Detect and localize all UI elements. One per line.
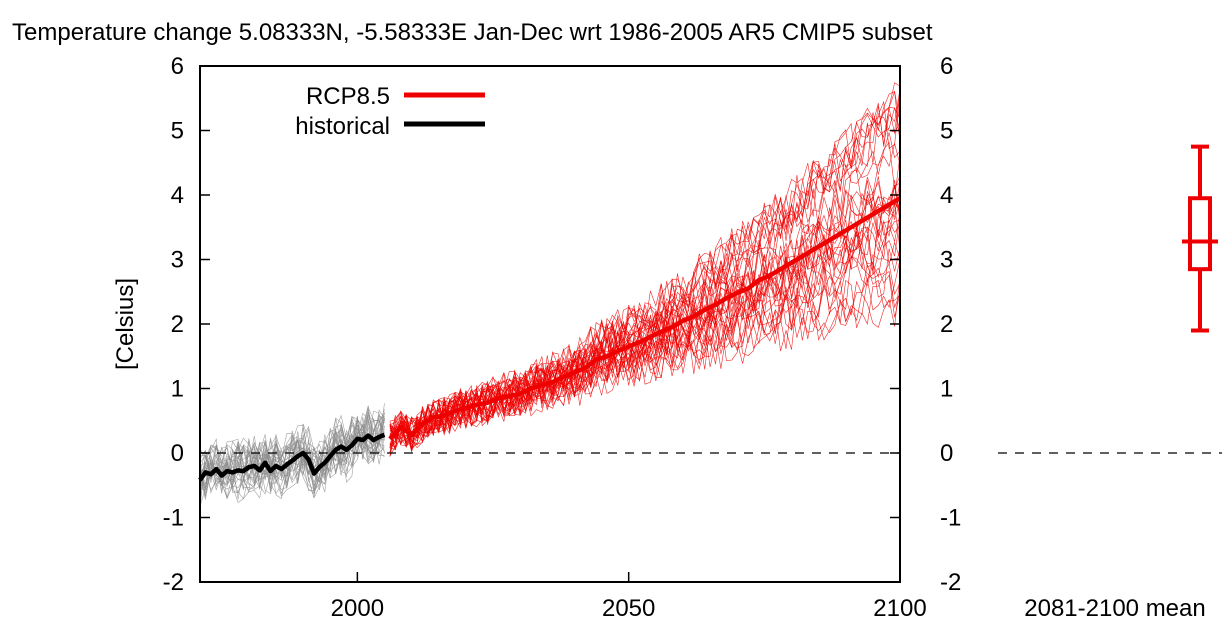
ensemble-member-historical	[199, 410, 385, 494]
series-line-rcp85	[388, 196, 902, 441]
y-axis-label: [Celsius]	[112, 278, 139, 370]
y-tick-label-right: 5	[940, 118, 953, 145]
axis-ticks: -2 -2 -1 -1 0 0 1 1 2 2 3 3 4 4 5 5 6 6 2000 2050 2100	[163, 53, 962, 622]
ensemble-member-rcp85	[389, 264, 901, 451]
y-tick-label-left: 5	[171, 118, 184, 145]
x-tick-label: 2050	[602, 595, 655, 622]
legend-label-historical: historical	[295, 113, 390, 140]
y-tick-label-right: 4	[940, 182, 953, 209]
ensemble-members	[199, 82, 901, 509]
legend: RCP8.5 historical	[295, 83, 485, 140]
ensemble-member-rcp85	[389, 181, 901, 449]
ensemble-member-rcp85	[389, 82, 901, 439]
boxplot-label: 2081-2100 mean	[1024, 595, 1205, 622]
y-tick-label-left: 1	[171, 376, 184, 403]
ensemble-member-historical	[199, 414, 385, 490]
x-tick-label: 2000	[331, 595, 384, 622]
plot-frame	[199, 65, 901, 583]
chart-title: Temperature change 5.08333N, -5.58333E J…	[12, 19, 933, 46]
ensemble-member-rcp85	[389, 107, 901, 449]
y-tick-label-right: 0	[940, 440, 953, 467]
ensemble-member-historical	[199, 413, 385, 489]
y-tick-label-right: -1	[940, 505, 961, 532]
y-tick-label-right: 6	[940, 53, 953, 80]
ensemble-member-rcp85	[389, 259, 901, 436]
series-line-historical	[198, 432, 386, 482]
y-tick-label-right: 2	[940, 311, 953, 338]
ensemble-member-rcp85	[389, 219, 901, 453]
legend-label-rcp85: RCP8.5	[306, 83, 390, 110]
y-tick-label-left: 3	[171, 247, 184, 274]
y-tick-label-left: 0	[171, 440, 184, 467]
y-tick-label-left: 6	[171, 53, 184, 80]
ensemble-member-rcp85	[389, 247, 901, 451]
ensemble-member-rcp85	[389, 91, 901, 440]
ensemble-member-rcp85	[389, 205, 901, 440]
ensemble-member-rcp85	[389, 267, 901, 452]
y-tick-label-left: 2	[171, 311, 184, 338]
y-tick-label-left: 4	[171, 182, 184, 209]
y-tick-label-left: -2	[163, 569, 184, 596]
boxplot-2081-2100	[1182, 144, 1218, 333]
y-tick-label-left: -1	[163, 505, 184, 532]
ensemble-member-rcp85	[389, 141, 901, 451]
y-tick-label-right: 3	[940, 247, 953, 274]
ensemble-member-historical	[199, 415, 385, 487]
ensemble-member-rcp85	[389, 212, 901, 449]
y-tick-label-right: 1	[940, 376, 953, 403]
boxplot-box	[1188, 196, 1212, 272]
x-tick-label: 2100	[873, 595, 926, 622]
y-tick-label-right: -2	[940, 569, 961, 596]
ensemble-member-rcp85	[389, 270, 901, 457]
series-lines	[198, 196, 902, 482]
